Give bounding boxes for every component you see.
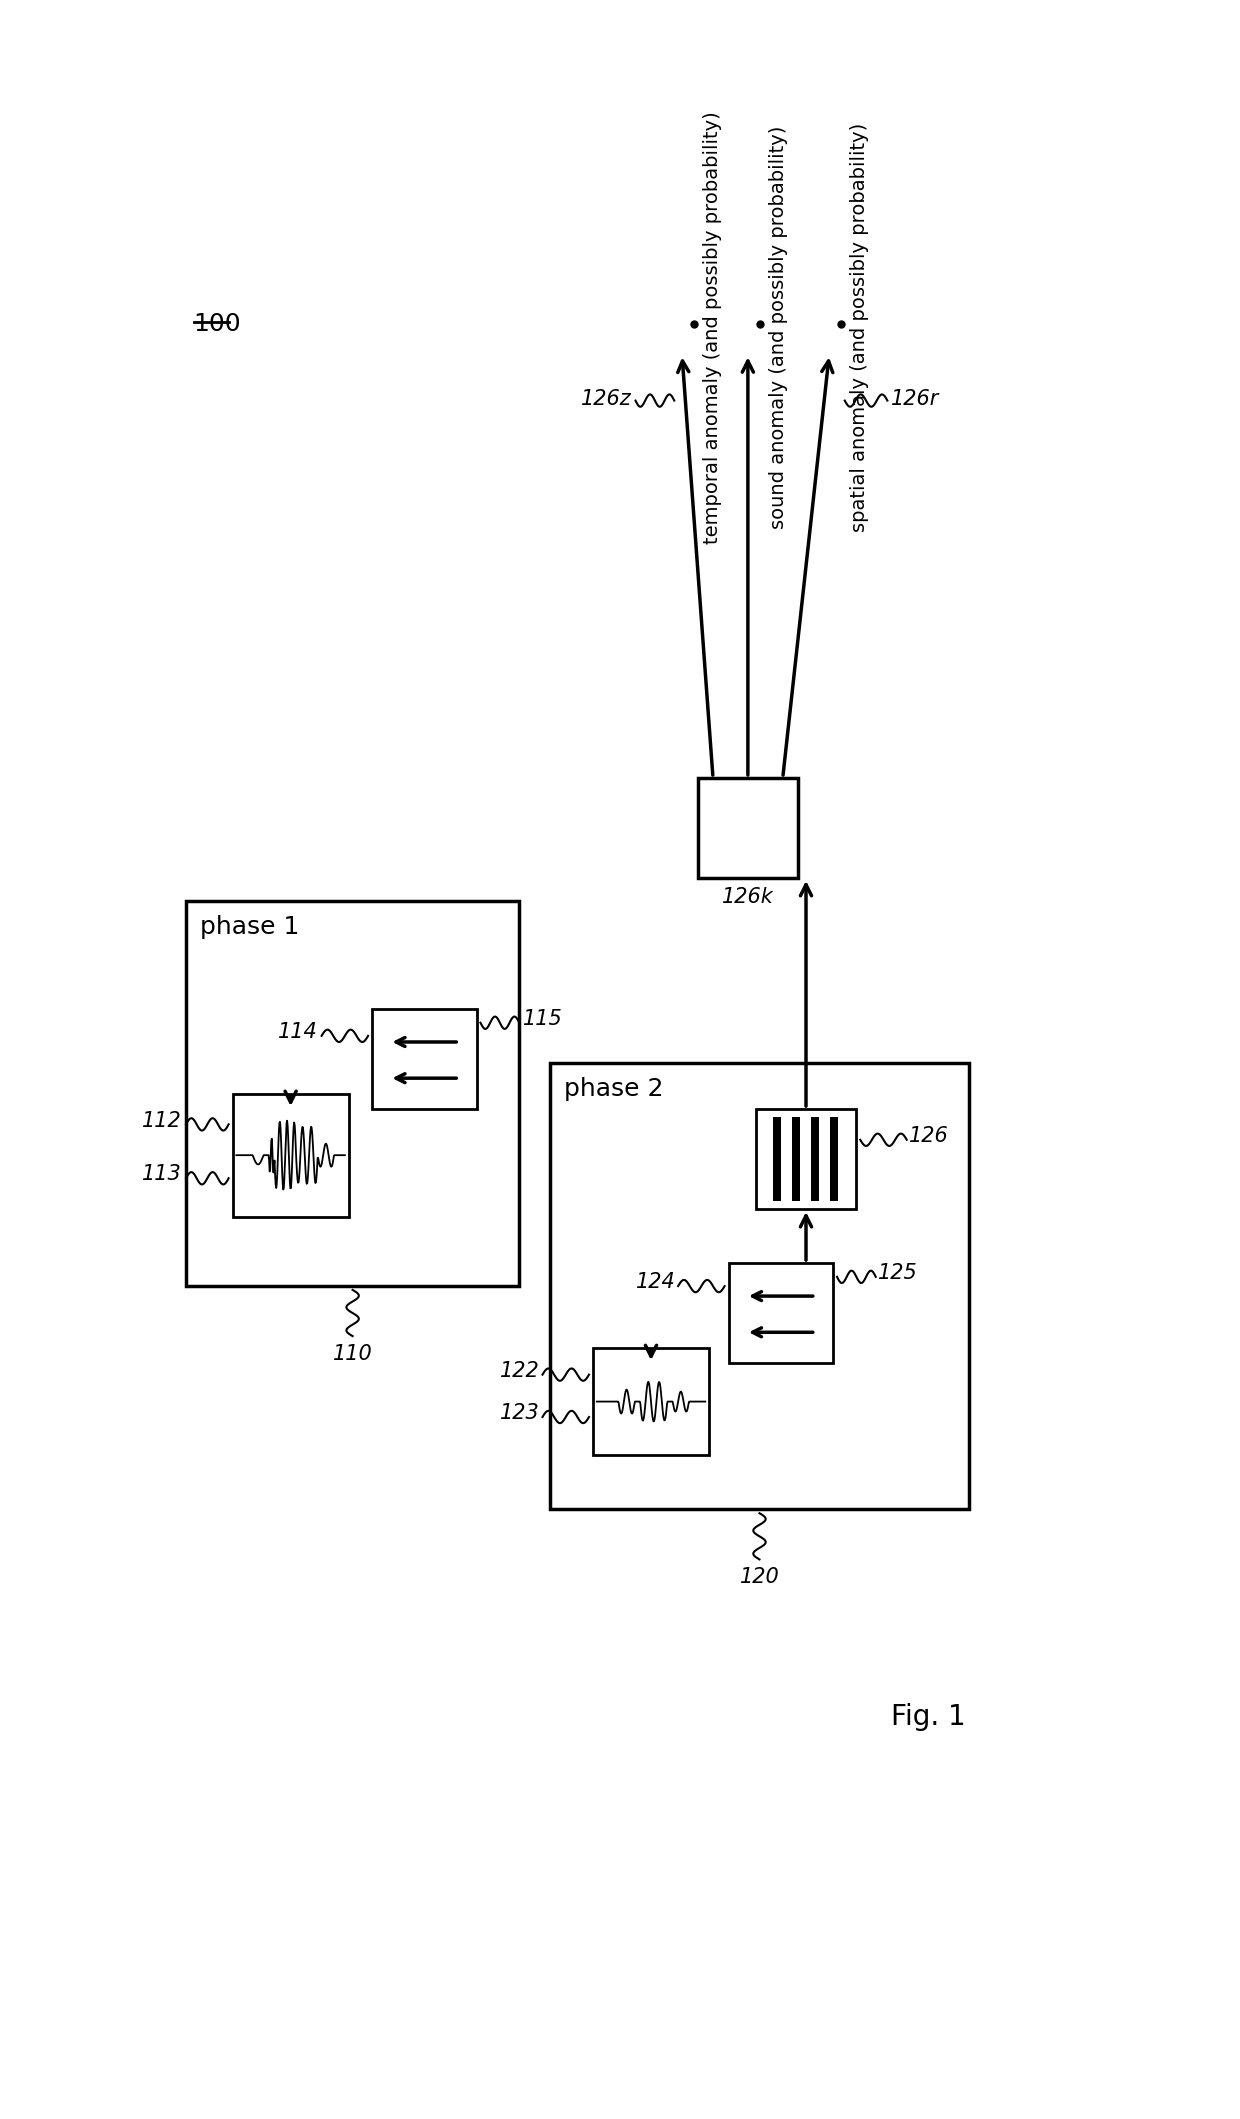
- Bar: [593, 1348, 709, 1456]
- Text: 126r: 126r: [892, 390, 940, 409]
- Text: 113: 113: [143, 1165, 182, 1185]
- Text: 126k: 126k: [722, 888, 774, 907]
- Text: 123: 123: [501, 1403, 541, 1424]
- Text: temporal anomaly (and possibly probability): temporal anomaly (and possibly probabili…: [703, 110, 722, 545]
- Bar: [755, 1108, 857, 1210]
- Bar: [372, 1009, 476, 1108]
- Text: 100: 100: [193, 311, 242, 337]
- Bar: [792, 1117, 800, 1201]
- Text: 126z: 126z: [580, 390, 631, 409]
- Bar: [830, 1117, 838, 1201]
- Text: 114: 114: [278, 1021, 317, 1043]
- Text: 125: 125: [878, 1263, 918, 1282]
- Bar: [729, 1263, 833, 1363]
- Bar: [773, 1117, 781, 1201]
- Text: phase 2: phase 2: [564, 1076, 663, 1100]
- Bar: [233, 1093, 348, 1216]
- Text: 110: 110: [332, 1343, 372, 1365]
- Text: Fig. 1: Fig. 1: [892, 1704, 966, 1731]
- Text: 124: 124: [636, 1271, 676, 1293]
- Text: phase 1: phase 1: [200, 915, 299, 939]
- Bar: [551, 1064, 968, 1509]
- Text: 115: 115: [523, 1009, 563, 1030]
- Text: 126: 126: [909, 1125, 949, 1146]
- Bar: [697, 778, 799, 877]
- Text: spatial anomaly (and possibly probability): spatial anomaly (and possibly probabilit…: [851, 123, 869, 532]
- Text: 120: 120: [739, 1568, 780, 1587]
- Text: 122: 122: [501, 1360, 541, 1382]
- Text: sound anomaly (and possibly probability): sound anomaly (and possibly probability): [769, 125, 787, 530]
- Bar: [186, 901, 520, 1286]
- Text: 112: 112: [143, 1110, 182, 1132]
- Bar: [811, 1117, 820, 1201]
